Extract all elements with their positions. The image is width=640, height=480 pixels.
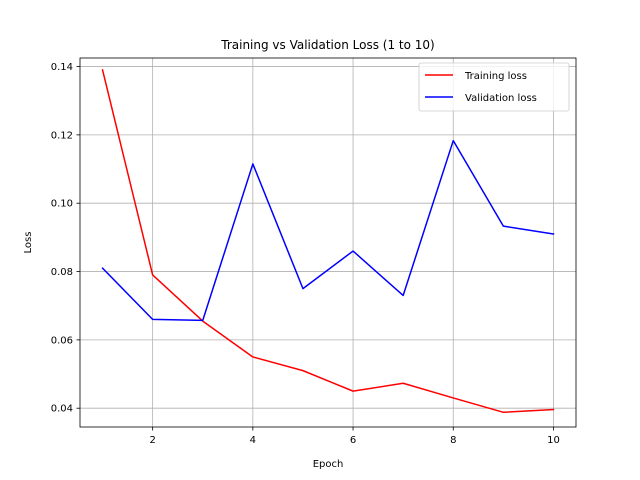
y-axis-label: Loss <box>23 232 34 254</box>
legend-label-validation-loss: Validation loss <box>465 93 537 104</box>
x-tick-label: 2 <box>149 435 155 446</box>
y-tick-label: 0.04 <box>51 404 73 415</box>
y-tick-label: 0.14 <box>51 62 73 73</box>
validation-loss-line <box>101 139 555 322</box>
series-layer <box>101 69 555 414</box>
y-tick-label: 0.10 <box>51 199 73 210</box>
training-loss-line <box>101 69 555 414</box>
chart-title: Training vs Validation Loss (1 to 10) <box>220 38 434 52</box>
x-tick-label: 6 <box>350 435 356 446</box>
x-tick-label: 4 <box>250 435 256 446</box>
x-tick-label: 10 <box>547 435 560 446</box>
legend: Training loss Validation loss <box>418 62 570 112</box>
legend-box <box>418 62 570 112</box>
legend-label-training-loss: Training loss <box>464 71 527 82</box>
y-tick-label: 0.12 <box>51 130 73 141</box>
x-axis-label: Epoch <box>313 459 344 470</box>
x-tick-label: 8 <box>450 435 456 446</box>
plot-frame <box>79 57 577 428</box>
axis-ticks: 2 4 6 8 10 0.04 0.06 0.08 0.10 0.12 0.14 <box>51 62 560 446</box>
y-tick-label: 0.08 <box>51 267 73 278</box>
y-tick-label: 0.06 <box>51 335 73 346</box>
